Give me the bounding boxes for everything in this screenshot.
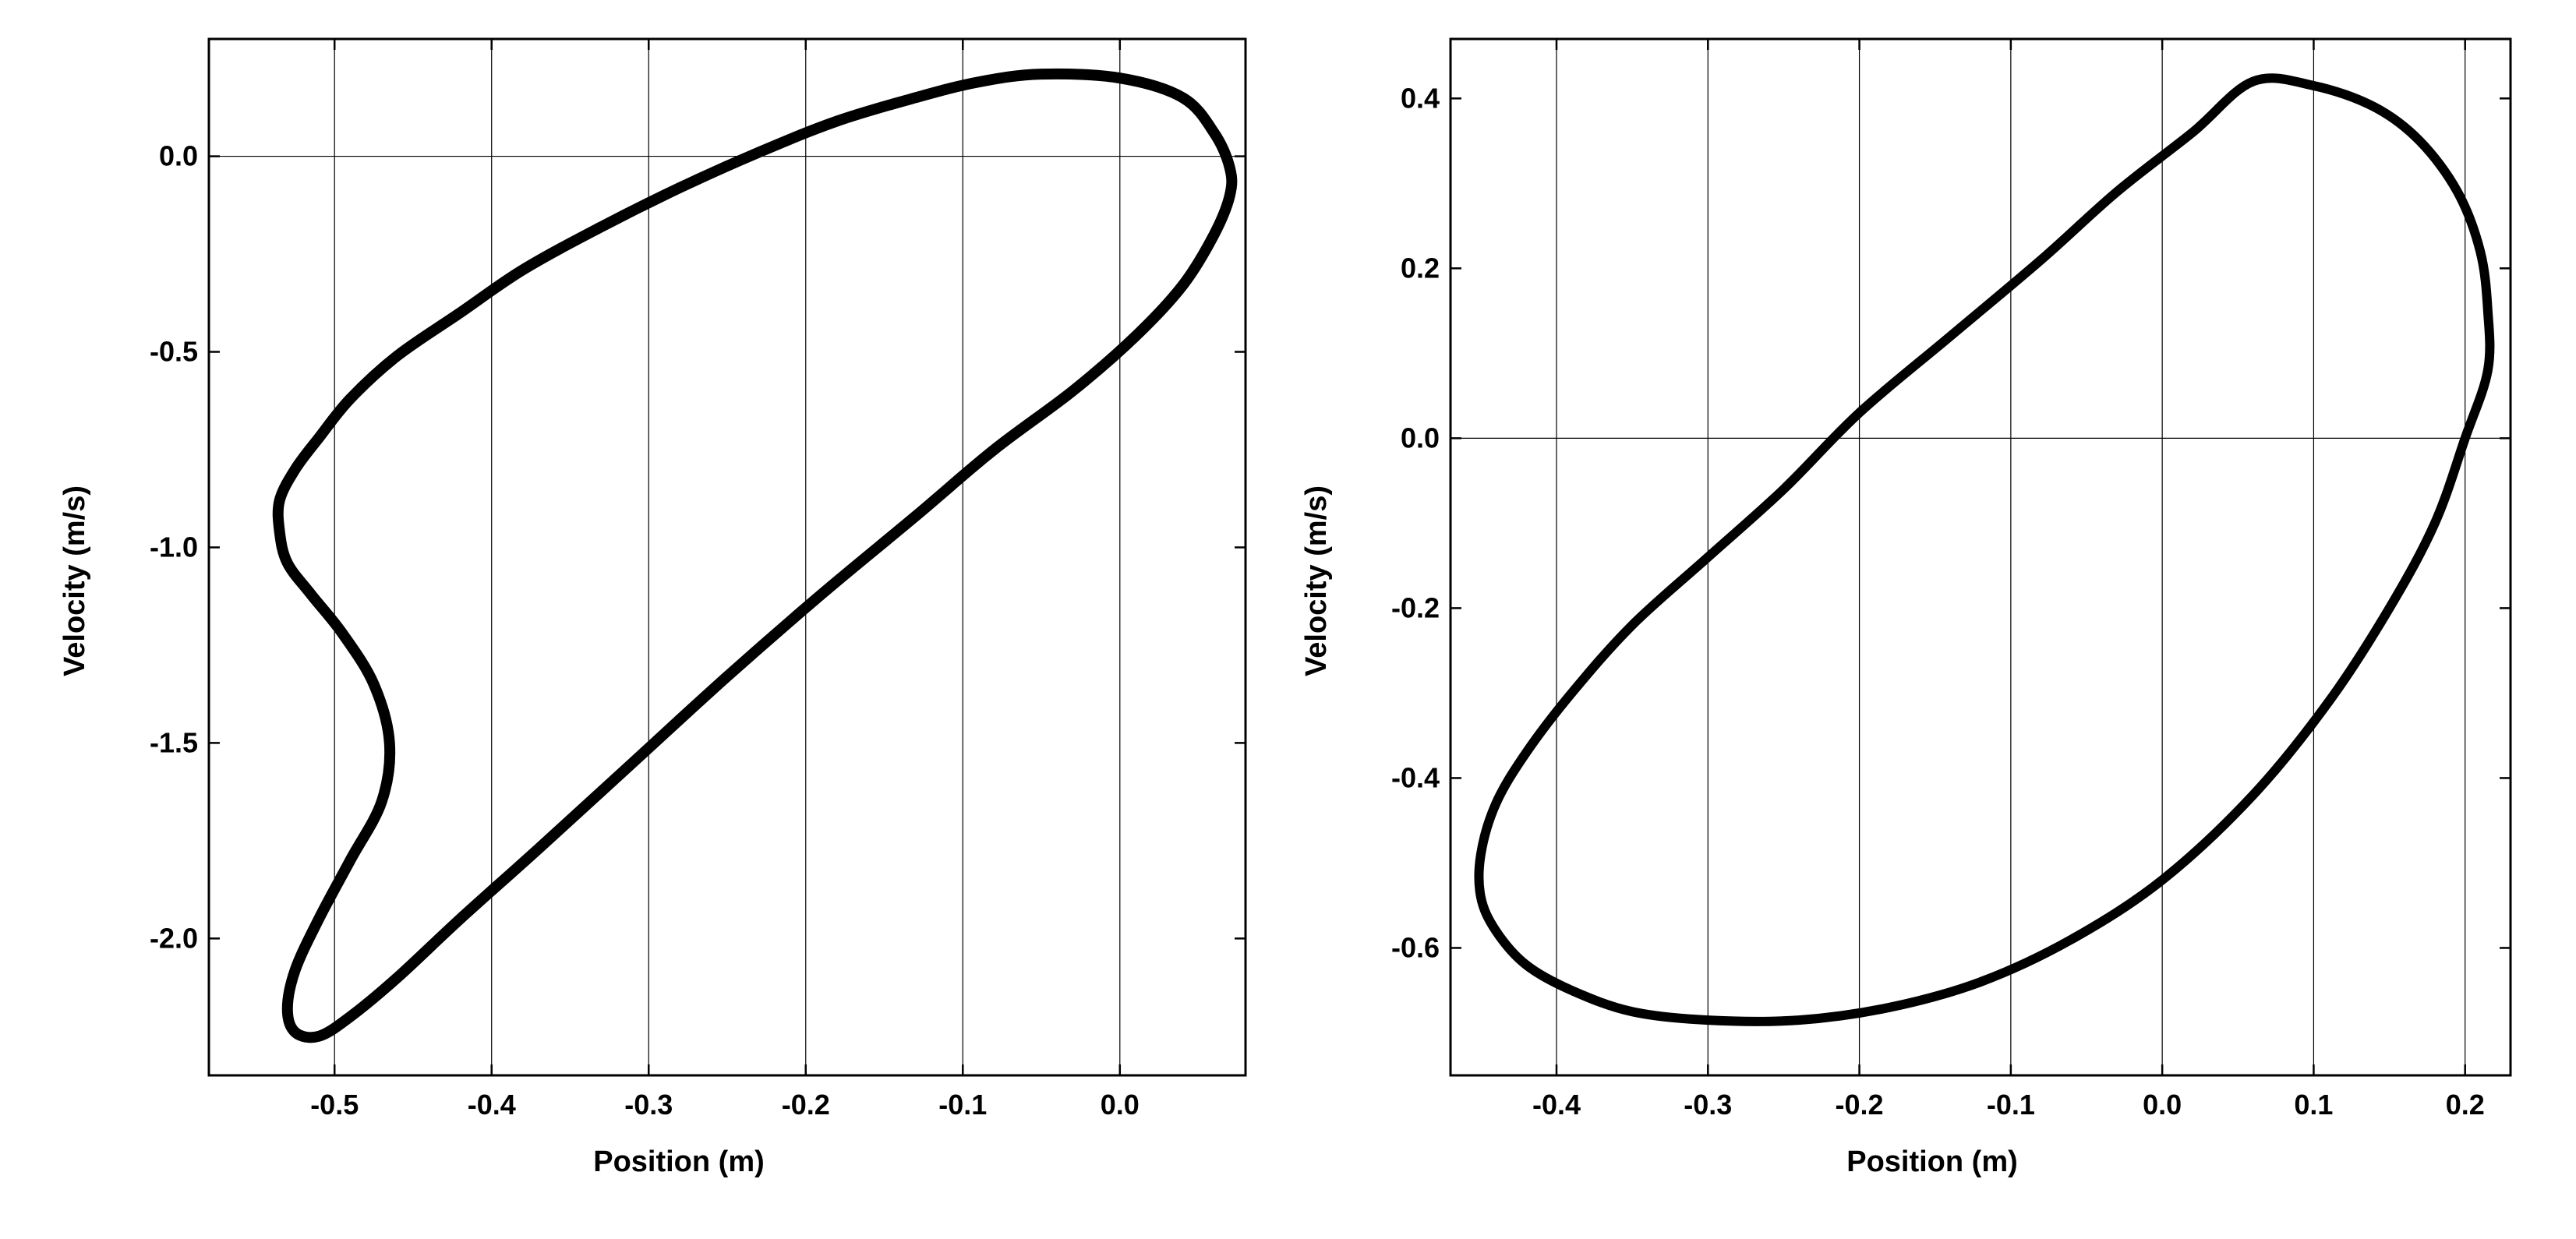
left-x-tick-label: -0.2 — [781, 1089, 829, 1121]
left-x-tick-label: -0.3 — [624, 1089, 673, 1121]
right-y-tick-label: 0.0 — [1400, 422, 1439, 454]
left-plot-bg — [209, 39, 1246, 1075]
right-x-tick-label: -0.4 — [1532, 1089, 1580, 1121]
left-chart-row: Velocity (m/s) -0.5 -0.4 -0.3 -0.2 -0.1 0.0 0.… — [58, 23, 1253, 1138]
right-y-tick-label: 0.2 — [1400, 252, 1439, 284]
right-x-tick-label: -0.1 — [1986, 1089, 2034, 1121]
left-y-tick-label: -1.5 — [149, 726, 197, 758]
left-y-tick-label: -2.0 — [149, 922, 197, 954]
left-y-tick-label: 0.0 — [158, 140, 197, 172]
right-x-axis-label: Position (m) — [1846, 1145, 2018, 1179]
right-x-tick-label: -0.2 — [1835, 1089, 1883, 1121]
left-chart-area: -0.5 -0.4 -0.3 -0.2 -0.1 0.0 0.0 -0.5 -1.0 -1.5 -2… — [100, 23, 1253, 1138]
left-y-axis-label: Velocity (m/s) — [58, 485, 92, 676]
left-x-tick-label: 0.0 — [1100, 1089, 1139, 1121]
left-x-tick-label: -0.1 — [938, 1089, 987, 1121]
right-chart-row: Velocity (m/s) -0.4 -0.3 -0.2 -0.1 0.0 0.1 0.2… — [1300, 23, 2518, 1138]
right-chart-panel: Velocity (m/s) -0.4 -0.3 -0.2 -0.1 0.0 0.1 0.2… — [1300, 23, 2518, 1179]
right-plot-bg — [1451, 39, 2511, 1075]
right-y-tick-label: -0.2 — [1390, 591, 1439, 623]
left-svg: -0.5 -0.4 -0.3 -0.2 -0.1 0.0 0.0 -0.5 -1.0 -1.5 -2… — [100, 23, 1253, 1138]
right-x-tick-label: 0.0 — [2143, 1089, 2182, 1121]
right-x-tick-label: 0.2 — [2445, 1089, 2484, 1121]
left-y-tick-label: -1.0 — [149, 531, 197, 563]
right-y-tick-label: -0.6 — [1390, 931, 1439, 963]
left-x-tick-label: -0.4 — [467, 1089, 515, 1121]
right-y-tick-label: 0.4 — [1400, 82, 1439, 114]
left-x-axis-label: Position (m) — [593, 1145, 765, 1179]
right-y-tick-label: -0.4 — [1390, 761, 1439, 793]
right-x-tick-label: 0.1 — [2294, 1089, 2333, 1121]
left-chart-panel: Velocity (m/s) -0.5 -0.4 -0.3 -0.2 -0.1 0.0 0.… — [58, 23, 1253, 1179]
right-chart-area: -0.4 -0.3 -0.2 -0.1 0.0 0.1 0.2 0.4 0.2 0.0 -0.2 -0… — [1341, 23, 2518, 1138]
left-y-tick-label: -0.5 — [149, 336, 197, 368]
right-x-tick-label: -0.3 — [1684, 1089, 1732, 1121]
right-svg: -0.4 -0.3 -0.2 -0.1 0.0 0.1 0.2 0.4 0.2 0.0 -0.2 -0… — [1341, 23, 2518, 1138]
right-y-axis-label: Velocity (m/s) — [1300, 485, 1334, 676]
left-x-tick-label: -0.5 — [310, 1089, 359, 1121]
